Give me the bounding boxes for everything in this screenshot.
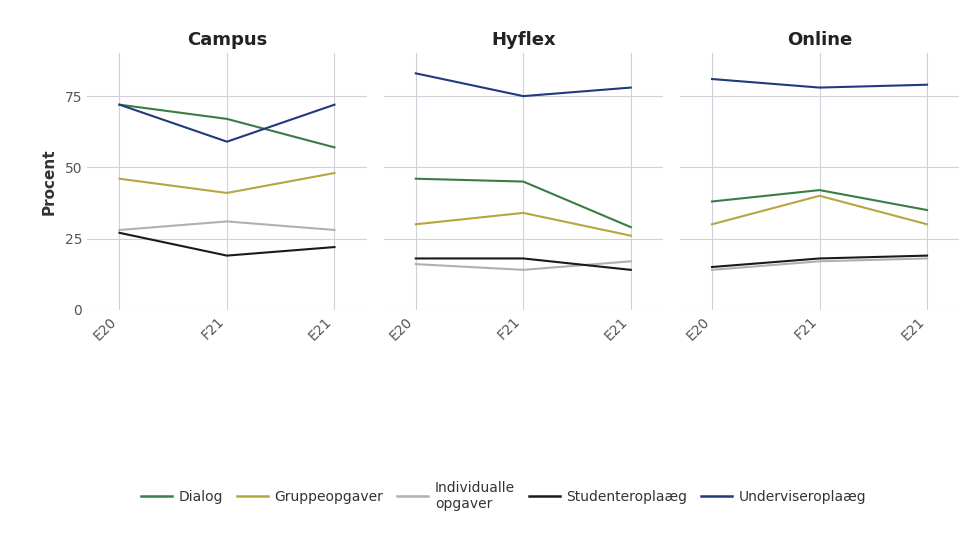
- Title: Online: Online: [787, 31, 852, 49]
- Title: Hyflex: Hyflex: [491, 31, 555, 49]
- Title: Campus: Campus: [187, 31, 267, 49]
- Y-axis label: Procent: Procent: [42, 148, 56, 215]
- Legend: Dialog, Gruppeopgaver, Individualle
opgaver, Studenteroplaæg, Underviseroplaæg: Dialog, Gruppeopgaver, Individualle opga…: [136, 475, 872, 516]
